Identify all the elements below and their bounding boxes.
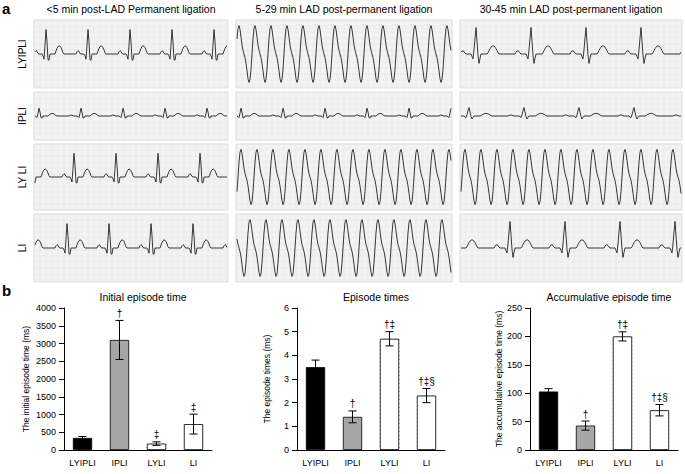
- svg-text:LYIPLI: LYIPLI: [302, 458, 328, 468]
- svg-text:250: 250: [507, 303, 522, 313]
- svg-text:LI: LI: [656, 458, 664, 468]
- svg-text:500: 500: [41, 427, 56, 437]
- html-text:a: a: [2, 0, 11, 17]
- svg-text:0: 0: [517, 445, 522, 455]
- svg-text:LY LI: LY LI: [17, 166, 28, 188]
- svg-text:IPLI: IPLI: [111, 458, 127, 468]
- svg-text:LI: LI: [423, 458, 431, 468]
- svg-text:‡: ‡: [154, 429, 160, 440]
- svg-text:Episode times: Episode times: [343, 291, 409, 303]
- svg-text:3500: 3500: [36, 321, 56, 331]
- svg-text:2000: 2000: [36, 374, 56, 384]
- svg-text:LYLI: LYLI: [614, 458, 632, 468]
- svg-text:†‡: †‡: [384, 319, 395, 330]
- svg-text:†: †: [117, 308, 123, 319]
- svg-text:5-29 min LAD post-permanent li: 5-29 min LAD post-permanent ligation: [256, 3, 433, 15]
- html-text:b: b: [2, 282, 12, 299]
- svg-text:†: †: [583, 409, 589, 420]
- svg-text:6: 6: [284, 303, 289, 313]
- svg-text:†‡: †‡: [617, 319, 628, 330]
- svg-text:Initial episode time: Initial episode time: [100, 291, 187, 303]
- svg-text:<5 min post-LAD Permanent liga: <5 min post-LAD Permanent ligation: [47, 3, 216, 15]
- svg-text:IPLI: IPLI: [344, 458, 360, 468]
- svg-text:50: 50: [512, 417, 522, 427]
- svg-text:200: 200: [507, 331, 522, 341]
- svg-text:Accumulative episode time: Accumulative episode time: [547, 291, 672, 303]
- svg-text:2: 2: [284, 398, 289, 408]
- svg-text:LYIPLI: LYIPLI: [535, 458, 561, 468]
- svg-text:1: 1: [284, 421, 289, 431]
- svg-text:†‡§: †‡§: [651, 392, 668, 403]
- svg-text:LYIPLI: LYIPLI: [17, 39, 28, 68]
- svg-text:†‡§: †‡§: [418, 376, 435, 387]
- svg-text:0: 0: [284, 445, 289, 455]
- svg-text:150: 150: [507, 360, 522, 370]
- svg-text:LI: LI: [17, 244, 28, 252]
- svg-text:4: 4: [284, 350, 289, 360]
- svg-text:3: 3: [284, 374, 289, 384]
- svg-text:3000: 3000: [36, 339, 56, 349]
- svg-text:4000: 4000: [36, 303, 56, 313]
- svg-text:LYLI: LYLI: [381, 458, 399, 468]
- svg-text:The accumulative episode time: The accumulative episode time (ms): [494, 311, 504, 448]
- svg-text:†: †: [350, 398, 356, 409]
- svg-text:2500: 2500: [36, 356, 56, 366]
- svg-text:LYLI: LYLI: [148, 458, 166, 468]
- svg-text:5: 5: [284, 327, 289, 337]
- svg-text:IPLI: IPLI: [17, 107, 28, 125]
- svg-text:The episode times (ms): The episode times (ms): [262, 334, 272, 423]
- svg-text:‡: ‡: [191, 402, 197, 413]
- svg-text:0: 0: [51, 445, 56, 455]
- svg-text:LYIPLI: LYIPLI: [69, 458, 95, 468]
- svg-text:1000: 1000: [36, 410, 56, 420]
- svg-text:30-45 min LAD post-permanent l: 30-45 min LAD post-permanent ligation: [480, 3, 663, 15]
- svg-text:The initial episode time (ms): The initial episode time (ms): [21, 326, 31, 432]
- svg-text:IPLI: IPLI: [577, 458, 593, 468]
- svg-text:100: 100: [507, 388, 522, 398]
- svg-text:LI: LI: [190, 458, 198, 468]
- svg-text:1500: 1500: [36, 392, 56, 402]
